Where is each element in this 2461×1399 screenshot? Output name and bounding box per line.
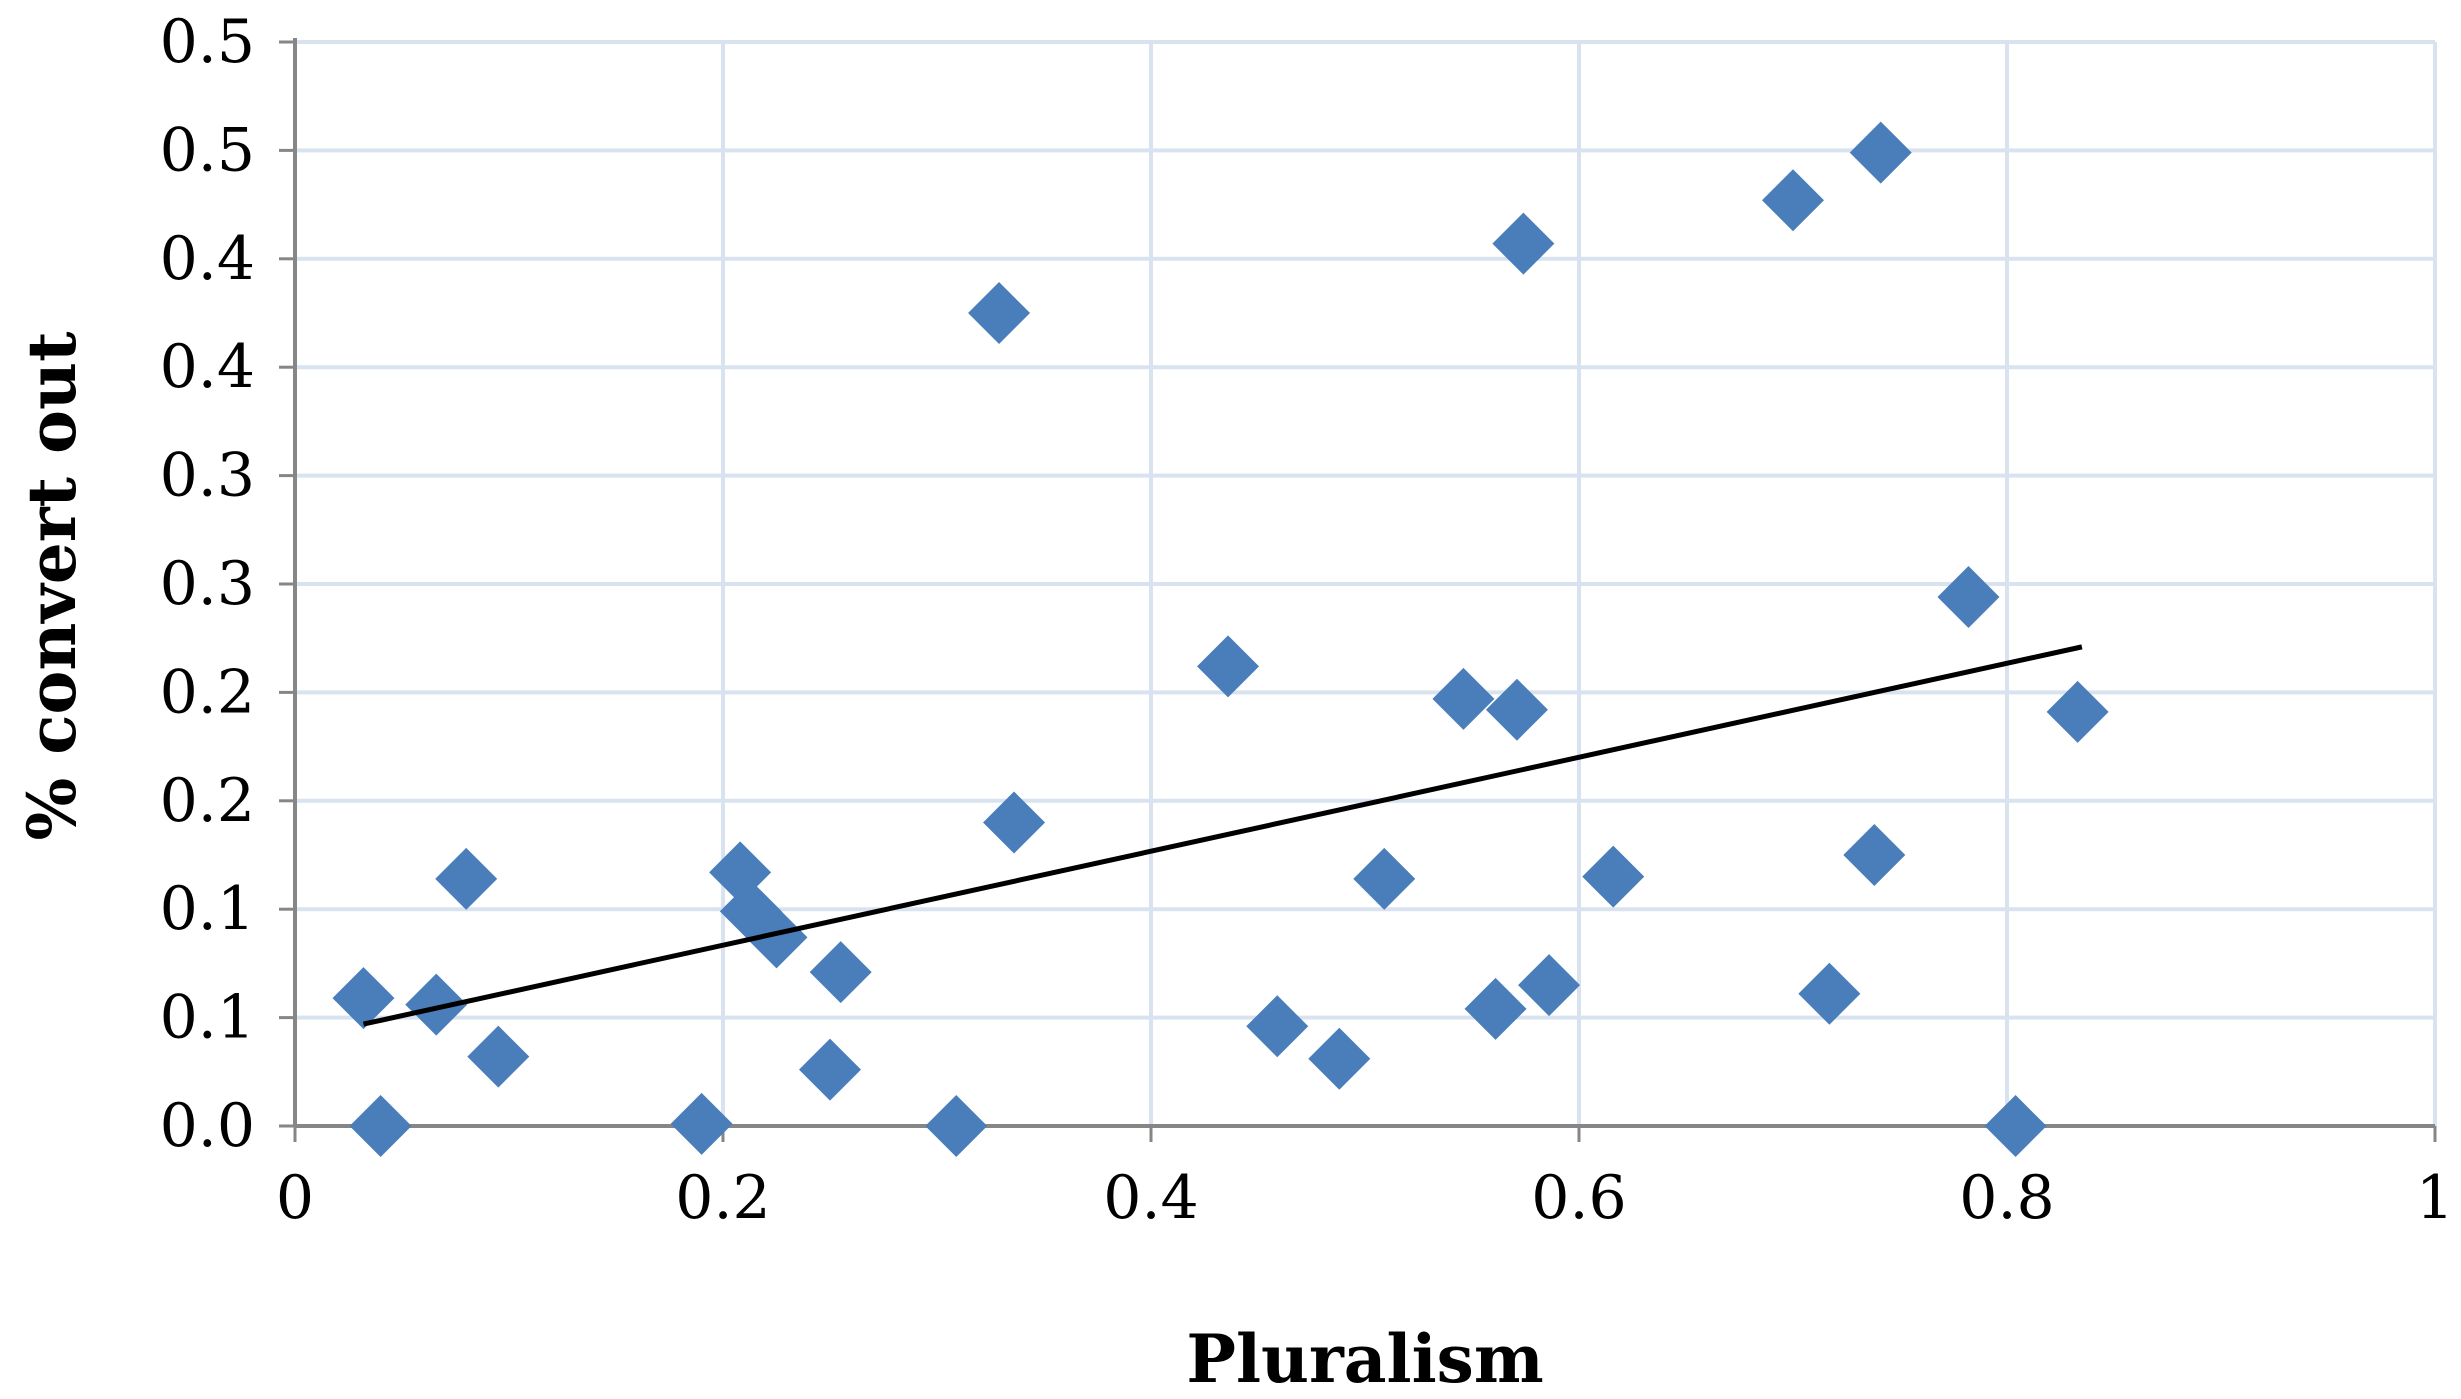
- data-point: [1492, 212, 1555, 275]
- data-point: [809, 941, 872, 1004]
- data-point: [1353, 847, 1416, 910]
- x-tick-label: 0.6: [1531, 1163, 1626, 1233]
- data-point: [1246, 995, 1309, 1058]
- y-tick-label: 0.3: [160, 549, 255, 619]
- data-point: [968, 282, 1031, 344]
- data-point: [670, 1092, 733, 1155]
- data-point: [745, 906, 808, 969]
- axes: [279, 38, 2437, 1142]
- data-point: [1197, 635, 1260, 698]
- x-tick-label: 0.2: [675, 1163, 770, 1233]
- data-point: [435, 847, 498, 910]
- trendline-group: [362, 644, 2083, 1027]
- y-tick-labels: 0.0 0.1 0.1 0.2 0.2 0.3 0.3 0.4 0.4 0.5 0.5: [160, 7, 255, 1161]
- data-point: [1582, 845, 1645, 908]
- trendline: [362, 644, 2083, 1027]
- data-point: [1485, 678, 1548, 741]
- data-point: [1843, 824, 1906, 886]
- data-point: [983, 791, 1046, 854]
- data-point: [1308, 1027, 1371, 1090]
- data-point: [1432, 667, 1495, 730]
- y-tick-label: 0.2: [160, 766, 255, 836]
- y-tick-label: 0.1: [160, 874, 255, 944]
- y-tick-label: 0.5: [160, 7, 255, 77]
- x-axis-title: Pluralism: [1186, 1320, 1543, 1394]
- data-point: [1849, 121, 1912, 184]
- data-point: [1798, 962, 1861, 1025]
- y-tick-label: 0.1: [160, 983, 255, 1053]
- data-point: [467, 1025, 530, 1088]
- y-tick-label: 0.3: [160, 441, 255, 511]
- x-tick-label: 0.4: [1103, 1163, 1198, 1233]
- y-tick-label: 0.2: [160, 657, 255, 727]
- y-tick-label: 0.4: [160, 224, 255, 294]
- data-point: [349, 1095, 412, 1157]
- data-point: [1464, 977, 1527, 1040]
- y-axis-title: % convert out: [13, 331, 91, 840]
- y-tick-label: 0.5: [160, 115, 255, 185]
- x-tick-label: 1: [2416, 1163, 2454, 1233]
- y-tick-label: 0.0: [160, 1091, 255, 1161]
- data-point: [1518, 954, 1581, 1017]
- x-tick-label: 0: [276, 1163, 314, 1233]
- x-tick-label: 0.8: [1959, 1163, 2054, 1233]
- data-point: [2046, 680, 2109, 743]
- data-point: [1984, 1095, 2047, 1157]
- data-points: [332, 121, 2109, 1157]
- data-point: [799, 1038, 861, 1101]
- y-tick-label: 0.4: [160, 332, 255, 402]
- data-point: [405, 973, 468, 1036]
- data-point: [1762, 169, 1824, 232]
- data-point: [1937, 566, 2000, 629]
- data-point: [925, 1095, 988, 1157]
- gridlines: [295, 40, 2437, 1126]
- data-point: [332, 967, 395, 1030]
- x-tick-labels: 0 0.2 0.4 0.6 0.8 1: [276, 1163, 2454, 1233]
